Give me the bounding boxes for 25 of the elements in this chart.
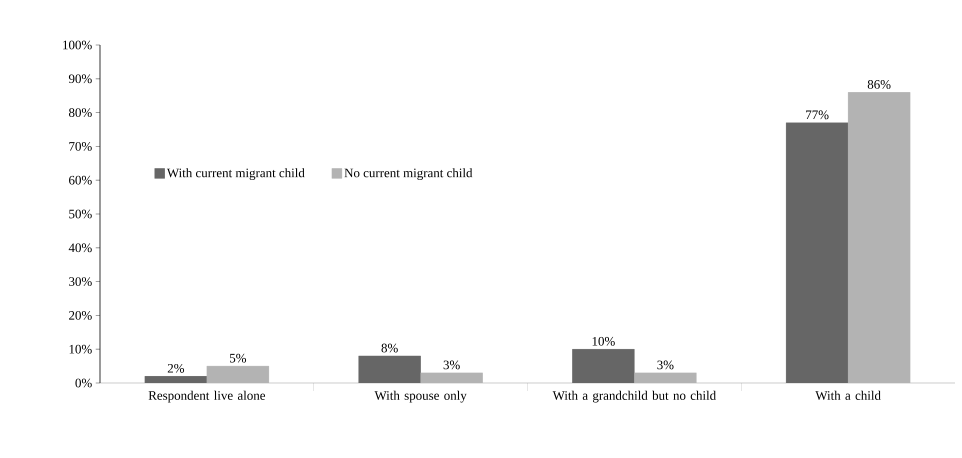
data-label: 8% <box>382 344 398 352</box>
legend-label: No current migrant child <box>344 168 472 180</box>
data-label: 3% <box>444 360 460 370</box>
y-tick-label: 20% <box>69 311 92 320</box>
y-tick-label: 70% <box>69 142 92 151</box>
x-tick-label: With a grandchild but no child <box>552 390 716 403</box>
data-label: 77% <box>806 110 829 120</box>
y-tick-label: 100% <box>63 40 92 50</box>
data-label: 5% <box>230 354 246 363</box>
y-tick-label: 50% <box>69 210 92 218</box>
data-label: 2% <box>168 364 184 373</box>
y-tick-label: 10% <box>70 344 92 354</box>
y-tick-label: 80% <box>68 108 92 117</box>
legend-label: With current migrant child <box>166 168 305 180</box>
y-tick-label: 0% <box>75 378 92 388</box>
y-tick-label: 60% <box>69 176 92 185</box>
y-tick-label: 90% <box>68 74 92 84</box>
y-tick-label: 30% <box>69 277 92 286</box>
y-tick-label: 40% <box>68 243 92 252</box>
x-tick-label: Respondent live alone <box>148 390 266 403</box>
data-label: 86% <box>868 80 891 89</box>
x-tick-label: With a child <box>815 390 881 400</box>
data-label: 3% <box>657 360 674 370</box>
x-tick-label: With spouse only <box>374 390 467 403</box>
data-label: 10% <box>592 336 615 346</box>
